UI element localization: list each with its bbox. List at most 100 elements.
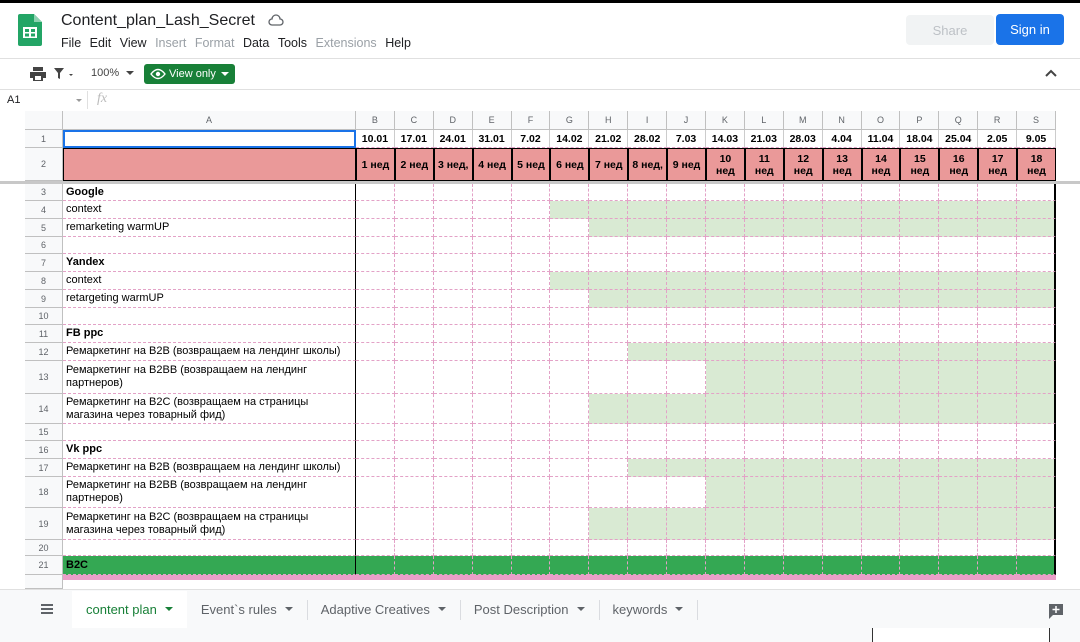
cell	[822, 237, 862, 254]
row-header: 19	[25, 508, 63, 540]
column-header: K	[706, 111, 745, 130]
cell	[472, 441, 512, 459]
tab[interactable]: Post Description	[460, 591, 599, 628]
cell	[628, 508, 668, 540]
column-header: Q	[939, 111, 979, 130]
menu-item[interactable]: Tools	[277, 36, 308, 50]
cell	[589, 556, 629, 575]
cell	[433, 272, 473, 290]
cell	[822, 361, 862, 394]
cell	[472, 477, 512, 508]
collapse-icon[interactable]	[1045, 69, 1057, 77]
cell	[706, 459, 745, 477]
cell	[1017, 237, 1056, 254]
cell-ref: A1	[7, 94, 21, 106]
cell	[356, 556, 395, 575]
cell	[900, 540, 940, 556]
cell	[550, 477, 590, 508]
cell	[511, 441, 551, 459]
row-header: 21	[25, 556, 63, 575]
column-header: O	[861, 111, 901, 130]
cell	[511, 184, 551, 201]
cell	[939, 441, 979, 459]
cell	[822, 556, 862, 575]
cell	[783, 290, 823, 308]
zoom[interactable]: 100%	[91, 67, 120, 79]
cell	[978, 441, 1018, 459]
date-cell: 18.04	[900, 130, 940, 148]
cell	[822, 201, 862, 219]
row-header: 20	[25, 540, 63, 556]
cell	[978, 237, 1018, 254]
cell	[628, 325, 668, 343]
week-cell: 1 нед	[356, 148, 395, 181]
explore-icon[interactable]	[1048, 603, 1064, 619]
cell	[667, 361, 706, 394]
menu-item[interactable]: Format	[194, 36, 235, 50]
sign-in-button[interactable]: Sign in	[996, 14, 1064, 45]
cell	[900, 325, 940, 343]
row-header: 10	[25, 308, 63, 325]
cell	[978, 477, 1018, 508]
view-only-button[interactable]: View only	[144, 64, 235, 84]
row-label: remarketing warmUP	[63, 219, 356, 237]
column-header: N	[822, 111, 862, 130]
menu-item[interactable]: Insert	[155, 36, 187, 50]
row-label: Ремаркетинг на B2C (возвращаем на страни…	[63, 508, 356, 540]
row-label: B2C	[63, 556, 356, 575]
row-header: 3	[25, 184, 63, 201]
cell	[433, 459, 473, 477]
print-icon[interactable]	[30, 67, 46, 81]
menu-item[interactable]: File	[61, 36, 82, 50]
filter-icon[interactable]	[54, 68, 78, 80]
cell	[939, 508, 979, 540]
date-cell: 14.02	[550, 130, 590, 148]
cell	[978, 424, 1018, 441]
cell	[433, 325, 473, 343]
share-button[interactable]: Share	[906, 15, 994, 45]
cell	[589, 254, 629, 272]
menu-item[interactable]: View	[119, 36, 147, 50]
cell	[822, 477, 862, 508]
cell	[589, 477, 629, 508]
cell	[939, 272, 979, 290]
cell	[511, 477, 551, 508]
cell	[822, 343, 862, 361]
sheets-menu-icon[interactable]	[41, 604, 53, 614]
cell	[511, 237, 551, 254]
tab-divider	[697, 600, 699, 620]
cell	[589, 424, 629, 441]
cell	[978, 272, 1018, 290]
column-header: R	[978, 111, 1018, 130]
menu-item[interactable]: Help	[385, 36, 411, 50]
menu-item[interactable]: Edit	[89, 36, 112, 50]
cell	[744, 184, 784, 201]
tab[interactable]: Adaptive Creatives	[307, 591, 460, 628]
cell	[706, 441, 745, 459]
pink-strip	[63, 575, 1056, 580]
cell	[900, 459, 940, 477]
cell	[511, 343, 551, 361]
cell	[589, 441, 629, 459]
tab-caret	[284, 607, 293, 611]
tab[interactable]: Event`s rules	[187, 591, 307, 628]
tab[interactable]: content plan	[72, 591, 187, 628]
cell	[628, 540, 668, 556]
cell	[589, 219, 629, 237]
cell	[978, 325, 1018, 343]
menu-item[interactable]: Data	[242, 36, 270, 50]
cell	[394, 343, 434, 361]
cell	[356, 219, 395, 237]
cell	[667, 308, 706, 325]
cell	[861, 508, 901, 540]
tab-label: Adaptive Creatives	[320, 602, 430, 617]
cell	[706, 201, 745, 219]
cell	[433, 343, 473, 361]
tab[interactable]: keywords	[599, 591, 698, 628]
row-header: 6	[25, 237, 63, 254]
menu-item[interactable]: Extensions	[315, 36, 377, 50]
corner	[25, 111, 63, 130]
cell	[1017, 477, 1056, 508]
cell	[356, 394, 395, 424]
cell	[550, 290, 590, 308]
